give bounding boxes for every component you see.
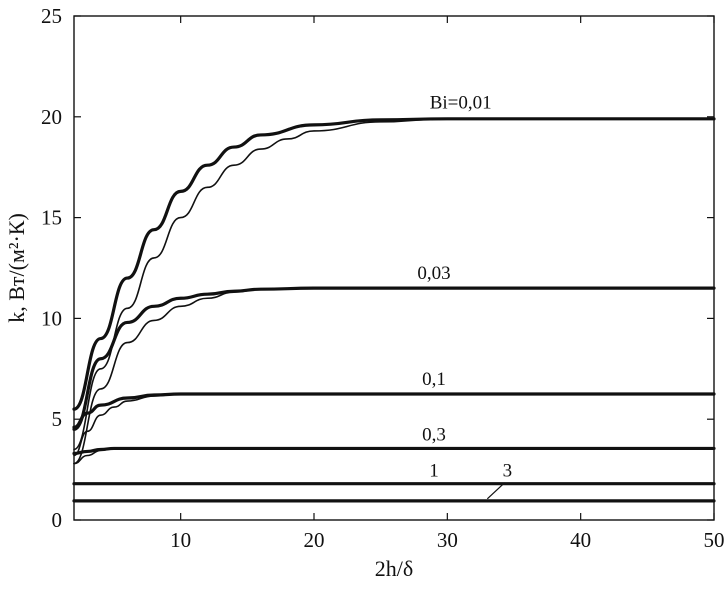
series-line-2: [73, 118, 715, 451]
series-line-8: [73, 447, 715, 465]
series-line-1: [72, 117, 716, 411]
y-tick-label: 25: [41, 4, 62, 28]
annotations-layer: Bi=0,01 0,03 0,1 0,3 1 3: [417, 93, 513, 500]
series-line-3: [72, 286, 716, 431]
axis-ticks: 10 20 30 40 50 0 5 10 15 20 25: [41, 4, 725, 552]
y-tick-label: 5: [52, 407, 63, 431]
leader-line: [486, 482, 506, 500]
series-label: 3: [503, 461, 513, 482]
x-tick-label: 30: [437, 528, 458, 552]
y-tick-label: 15: [41, 206, 62, 230]
x-tick-label: 50: [704, 528, 725, 552]
plot-frame: [73, 15, 715, 521]
y-tick-label: 0: [52, 508, 63, 532]
series-label: 1: [429, 461, 439, 482]
series-label: 0,3: [422, 424, 446, 445]
series-line-4: [73, 287, 715, 465]
series-layer: [72, 117, 716, 503]
series-label: Bi=0,01: [430, 93, 492, 114]
x-tick-label: 20: [304, 528, 325, 552]
y-tick-label: 20: [41, 105, 62, 129]
series-line-6: [73, 393, 715, 457]
series-line-5: [72, 392, 716, 429]
x-tick-label: 10: [170, 528, 191, 552]
y-axis-label: k, Вт/(м²·К): [4, 213, 29, 323]
series-label: 0,03: [417, 263, 450, 284]
x-axis-label: 2h/δ: [375, 556, 413, 581]
series-label: 0,1: [422, 369, 446, 390]
y-tick-label: 10: [41, 306, 62, 330]
x-tick-label: 40: [570, 528, 591, 552]
